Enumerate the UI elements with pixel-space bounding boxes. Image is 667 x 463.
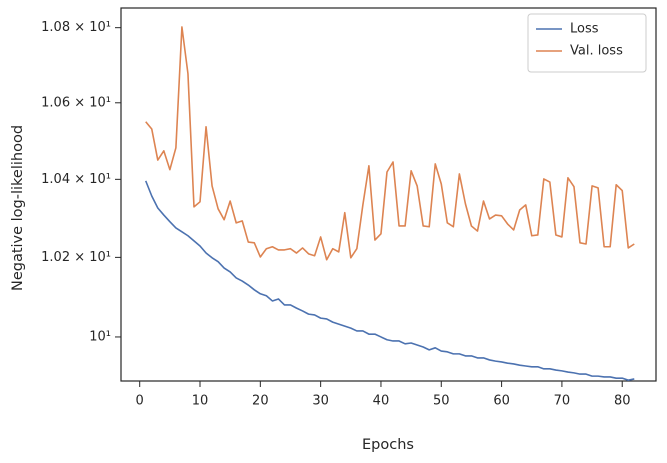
y-tick-label: 1.02 × 10¹ <box>41 250 111 265</box>
x-tick-label: 20 <box>252 394 269 409</box>
x-tick-label: 70 <box>554 394 571 409</box>
y-tick-label: 1.06 × 10¹ <box>41 95 111 110</box>
x-tick-label: 10 <box>192 394 209 409</box>
x-axis-label: Epochs <box>362 437 414 453</box>
x-tick-label: 40 <box>373 394 390 409</box>
y-axis-label: Negative log-likelihood <box>10 125 26 291</box>
x-tick-label: 0 <box>136 394 144 409</box>
y-tick-label: 1.04 × 10¹ <box>41 172 111 187</box>
x-tick-label: 80 <box>614 394 631 409</box>
legend-label: Val. loss <box>570 44 623 59</box>
plot-frame <box>120 7 657 382</box>
line-series <box>144 180 635 381</box>
line-series <box>145 26 635 261</box>
y-tick-label: 1.08 × 10¹ <box>41 20 111 35</box>
legend-label: Loss <box>570 22 599 37</box>
x-tick-label: 60 <box>493 394 510 409</box>
x-tick-label: 50 <box>433 394 450 409</box>
x-tick-label: 30 <box>312 394 329 409</box>
y-tick-label: 10¹ <box>89 329 111 344</box>
